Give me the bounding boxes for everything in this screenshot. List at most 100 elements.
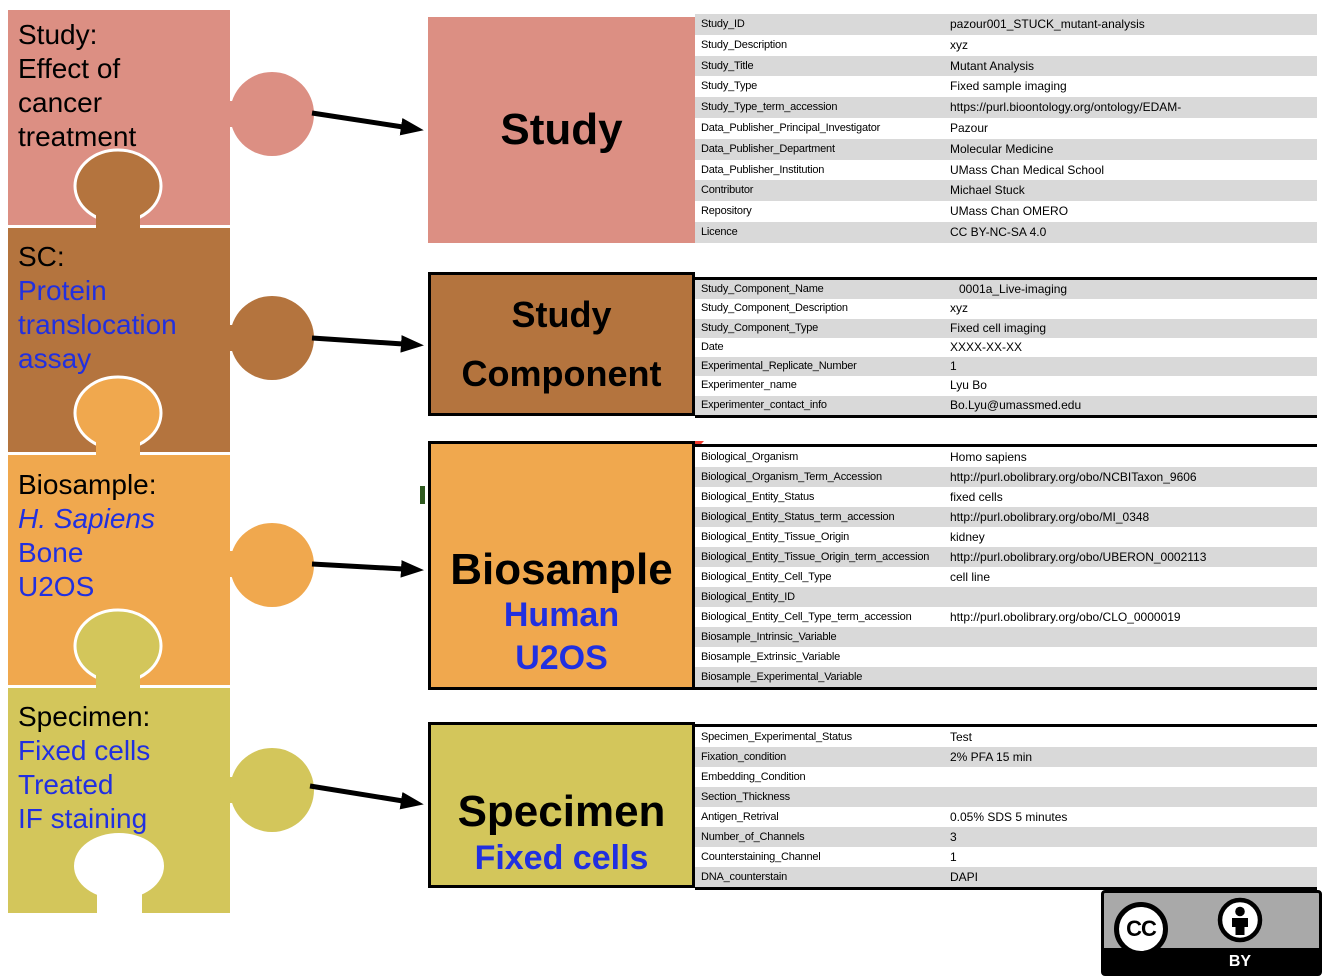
label-line: Biosample: [18,469,157,500]
table-row: Biological_Entity_Tissue_Origin kidney [695,527,1317,547]
field-name: Study_Component_Description [701,302,848,315]
field-value: UMass Chan OMERO [950,204,1069,219]
field-name: Biological_Organism_Term_Accession [701,471,882,483]
field-name: Experimenter_contact_info [701,398,827,411]
puzzle-piece-study-component [8,148,314,452]
specimen-box: Specimen Fixed cells [428,722,695,888]
study-box-title: Study [500,104,623,154]
arrow-study [311,110,424,136]
field-name: Biological_Organism [701,451,799,463]
field-value: Michael Stuck [950,183,1025,198]
study-box: Study [428,17,695,243]
label-line: Protein [18,275,107,306]
field-name: Number_of_Channels [701,831,805,843]
table-row: Biological_Organism Homo sapiens [695,447,1317,467]
field-value: cell line [950,570,991,584]
field-value: http://purl.obolibrary.org/obo/MI_0348 [950,510,1150,524]
arrow-study-component [311,335,424,353]
field-name: Embedding_Condition [701,771,806,783]
field-name: Data_Publisher_Department [701,142,835,155]
field-value: DAPI [950,870,979,884]
table-row: Biological_Entity_Cell_Type cell line [695,567,1317,587]
table-row: Data_Publisher_Department Molecular Medic… [695,138,1317,160]
field-value [945,647,1317,667]
field-name: Biological_Entity_Status [701,491,815,503]
label-line: translocation [18,309,177,340]
field-value: fixed cells [950,490,1003,504]
field-name: Date [701,340,724,353]
study-component-box-title: Study Component [462,285,662,404]
title-line: Study [511,293,612,335]
field-value: 3 [950,830,957,844]
field-value: 0.05% SDS 5 minutes [950,810,1068,824]
table-row: Contributor Michael Stuck [695,180,1317,202]
label-line: Effect of [18,53,121,84]
table-row: Biosample_Intrinsic_Variable [695,627,1317,647]
label-line: Study: [18,19,98,50]
piece-label-specimen: Specimen: Fixed cells Treated IF stainin… [18,700,228,836]
table-row: Antigen_Retrival 0.05% SDS 5 minutes [695,807,1317,827]
field-value: Homo sapiens [950,450,1027,464]
field-value: http://purl.obolibrary.org/obo/NCBITaxon… [950,470,1197,484]
table-row: Study_Component_Name 0001a_Live-imaging [695,280,1317,300]
field-value: xyz [950,37,968,52]
label-line: Specimen: [18,701,151,732]
table-row: Embedding_Condition [695,767,1317,787]
field-value: Lyu Bo [950,378,987,393]
table-row: Biological_Entity_Status fixed cells [695,487,1317,507]
field-name: Data_Publisher_Institution [701,163,825,176]
field-value: Bo.Lyu@umassmed.edu [950,397,1082,412]
label-line: Bone [18,537,84,568]
table-row: Counterstaining_Channel 1 [695,847,1317,867]
field-value: Pazour [950,120,989,135]
field-name: Biological_Entity_Status_term_accession [701,511,895,523]
specimen-metadata-table: Specimen_Experimental_Status Test Fixatio… [695,724,1317,890]
arrow-specimen [309,783,424,810]
piece-label-biosample: Biosample: H. Sapiens Bone U2OS [18,468,228,604]
field-name: Biosample_Intrinsic_Variable [701,631,837,643]
table-row: Study_Type_term_accession https://purl.bi… [695,97,1317,118]
table-row: Experimental_Replicate_Number 1 [695,357,1317,377]
table-row: Study_Type Fixed sample imaging [695,76,1317,97]
field-value [945,667,1317,687]
field-name: Fixation_condition [701,751,787,763]
field-value: pazour001_STUCK_mutant-analysis [950,17,1145,31]
table-row: Study_Component_Description xyz [695,299,1317,318]
field-name: Study_Type_term_accession [701,101,838,114]
field-name: Section_Thickness [701,791,790,803]
field-name: Study_Title [701,59,754,72]
field-name: Biosample_Experimental_Variable [701,671,863,683]
table-row: Study_ID pazour001_STUCK_mutant-analysis [695,14,1317,35]
table-row: Experimenter_contact_info Bo.Lyu@umassmed… [695,395,1317,416]
label-line: treatment [18,121,137,152]
table-row: Biological_Entity_Cell_Type_term_accessi… [695,607,1317,627]
field-name: Study_Type [701,80,758,93]
biosample-box: Biosample Human U2OS [428,441,695,690]
table-row: Biological_Entity_ID [695,587,1317,607]
field-value: http://purl.obolibrary.org/obo/CLO_00000… [950,610,1181,624]
table-row: Data_Publisher_Principal_Investigator Paz… [695,118,1317,139]
field-value: 1 [950,850,957,864]
field-name: Study_Description [701,38,787,51]
attribution-person-icon [1217,897,1263,943]
label-line: cancer [18,87,103,118]
field-value: xyz [950,301,968,316]
field-name: Experimenter_name [701,379,797,392]
field-value: CC BY-NC-SA 4.0 [950,224,1047,239]
label-line: Treated [18,769,114,800]
title-line: Component [461,353,662,394]
by-label: BY [1228,953,1252,970]
field-name: Biological_Entity_Cell_Type_term_accessi… [701,611,912,623]
field-name: Biological_Entity_Cell_Type [701,571,832,583]
puzzle-piece-specimen [8,608,314,916]
table-row: Licence CC BY-NC-SA 4.0 [695,221,1317,243]
table-row: Section_Thickness [695,787,1317,807]
label-line: H. Sapiens [18,503,155,534]
table-row: Biological_Entity_Tissue_Origin_term_acc… [695,547,1317,567]
biosample-box-subtitle: U2OS [515,638,608,677]
field-name: Specimen_Experimental_Status [701,731,852,743]
label-line: U2OS [18,571,95,602]
table-row: Repository UMass Chan OMERO [695,201,1317,222]
field-name: Experimental_Replicate_Number [701,360,857,373]
